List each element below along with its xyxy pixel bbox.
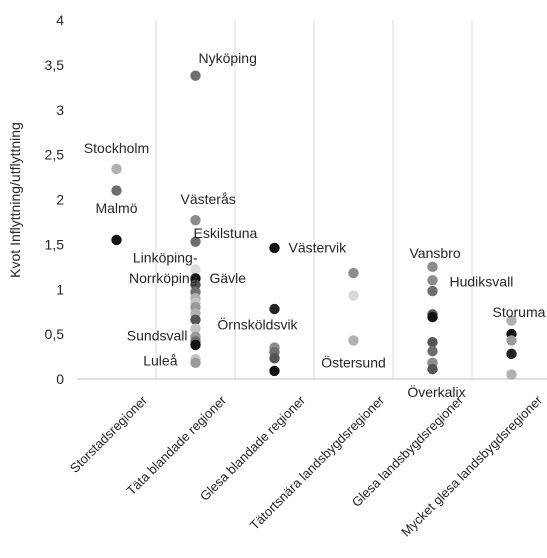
data-point — [190, 70, 201, 81]
point-annotation: Eskilstuna — [194, 225, 258, 241]
x-category-label: Tätortsnära landsbygdsregioner — [247, 392, 388, 533]
grid-layer — [155, 20, 473, 379]
points-layer — [111, 70, 517, 380]
point-annotation: Östersund — [321, 353, 386, 370]
data-point — [427, 345, 438, 357]
point-annotation: Sundsvall — [127, 327, 188, 343]
data-point — [427, 275, 438, 286]
data-point — [111, 185, 122, 196]
data-point — [111, 163, 122, 175]
point-annotation: Linköping- — [133, 249, 198, 265]
point-annotation: Västervik — [289, 239, 348, 255]
data-point — [269, 242, 280, 254]
x-category-label: Storstadsregioner — [67, 392, 151, 476]
data-point — [427, 337, 438, 348]
y-tick-label: 1 — [56, 281, 64, 297]
data-point — [190, 236, 201, 247]
point-annotation: Norrköping — [129, 270, 197, 286]
data-point — [111, 234, 122, 246]
x-category-label: Mycket glesa landsbygdsregioner — [398, 392, 546, 540]
data-point — [348, 290, 359, 301]
data-point — [427, 363, 438, 375]
data-point — [269, 303, 280, 315]
point-annotation: Storuma — [493, 304, 546, 320]
data-point — [190, 323, 201, 334]
y-tick-label: 2,5 — [45, 147, 65, 163]
point-annotation: Vansbro — [410, 245, 461, 261]
annotation-layer: Stockholm Malmö Nyköping Västerås Eskilstuna… — [84, 50, 546, 400]
data-point — [427, 285, 438, 297]
y-tick-label: 0,5 — [45, 326, 65, 342]
data-point — [269, 353, 280, 364]
data-point — [190, 339, 201, 351]
y-tick-label: 4 — [56, 12, 64, 28]
data-point — [506, 335, 517, 346]
point-annotation: Stockholm — [84, 140, 149, 156]
data-point — [427, 261, 438, 273]
y-tick-label: 2 — [56, 192, 64, 208]
point-annotation: Västerås — [181, 191, 236, 207]
data-point — [190, 214, 201, 226]
data-point — [190, 264, 201, 275]
point-annotation: Malmö — [95, 200, 137, 216]
data-point — [506, 348, 517, 360]
point-annotation: Luleå — [143, 353, 177, 369]
data-point — [269, 365, 280, 377]
y-axis-title: Kvot Inflyttning/utflyttning — [7, 122, 23, 278]
point-annotation: Överkalix — [407, 383, 465, 400]
y-tick-label: 3,5 — [45, 57, 65, 73]
y-tick-label: 1,5 — [45, 236, 65, 252]
data-point — [348, 335, 359, 346]
point-annotation: Gävle — [210, 270, 247, 286]
y-tick-label: 3 — [56, 102, 64, 118]
data-point — [427, 311, 438, 323]
point-annotation: Nyköping — [199, 50, 257, 66]
point-annotation: Hudiksvall — [450, 274, 514, 290]
data-point — [506, 369, 517, 380]
data-point — [506, 315, 517, 326]
y-tick-label: 0 — [56, 371, 64, 387]
data-point — [190, 279, 201, 290]
point-annotation: Örnsköldsvik — [217, 316, 298, 333]
data-point — [190, 314, 201, 325]
data-point — [190, 357, 201, 369]
data-point — [348, 267, 359, 279]
